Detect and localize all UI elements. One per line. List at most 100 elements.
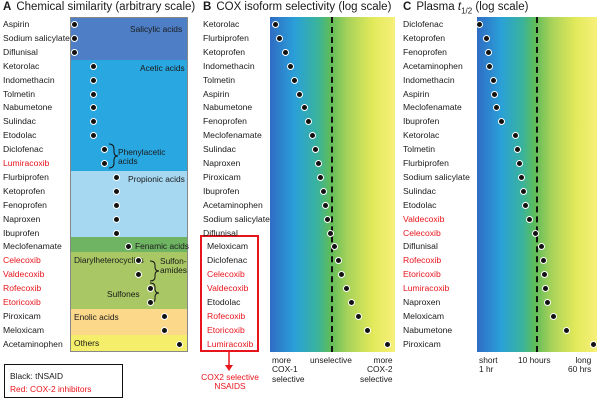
panel-c-drug-label: Nabumetone [403,324,453,335]
panel-b-drug-label: Fenoprofen [203,116,247,127]
panel-a-drug-label: Valdecoxib [3,269,45,280]
panel-b-drug-label: Naproxen [203,158,241,168]
panel-c-drug-label: Diflunisal [403,241,438,252]
panel-b-drug-label: Etoricoxib [207,324,245,335]
panel-b-data-point [305,118,313,126]
panel-b-drug-label: Meclofenamate [203,130,262,141]
panel-a-drug-label: Diflunisal [3,46,38,57]
panel-c-data-point [537,243,545,251]
panel-a-drug-label: Fenoprofen [3,199,47,210]
panel-a-drug-label: Ketorolac [3,60,40,71]
panel-b-unselective-line [331,17,333,352]
panel-b-drug-label: Flurbiprofen [203,32,249,43]
panel-a-data-point [134,271,142,279]
panel-c-10-hours-line [536,17,538,352]
panel-c-drug-label: Meclofenamate [403,102,462,113]
panel-c-data-point [550,312,558,320]
panel-c-title: C Plasma t1/2 (log scale) [403,1,529,16]
panel-b-drug-label: Aspirin [203,88,230,99]
panel-c-drug-label: Ketoprofen [403,32,446,43]
panel-a-title: A Chemical similarity (arbitrary scale) [3,1,196,13]
panel-a-data-point [101,146,109,154]
panel-c-data-point [493,104,501,112]
band-salicylic [70,17,188,60]
panel-b-data-point [321,201,329,209]
panel-c-data-point [518,173,526,181]
panel-b-drug-label: Ibuprofen [203,185,240,196]
panel-b-drug-label: Rofecoxib [207,310,246,321]
panel-a-drug-label: Rofecoxib [3,283,42,294]
panel-c-data-point [512,132,520,140]
panel-a-drug-label: Diclofenac [3,144,44,155]
panel-c-data-point [562,326,570,334]
panel-b-drug-label: Etodolac [207,297,241,307]
legend-black: Black: tNSAID [10,371,64,381]
panel-b-drug-label: Sulindac [203,144,236,155]
panel-c-data-point [476,21,483,28]
panel-b-data-point [281,48,289,56]
panel-b-drug-label: Celecoxib [207,269,245,280]
panel-a-drug-label: Piroxicam [3,310,41,321]
panel-a-data-point [125,243,132,251]
panel-b-data-point [343,285,351,293]
panel-a-data-point [113,215,121,223]
panel-a-data-point [146,285,154,293]
panel-b-drug-label: Sodium salicylate [203,213,270,224]
panel-a-drug-label: Tolmetin [3,88,35,99]
panel-a-drug-label: Celecoxib [3,255,41,266]
panel-b-drug-label: Diflunisal [203,227,238,238]
panel-b-drug-label: Piroxicam [203,171,241,182]
panel-b-data-point [291,76,299,84]
panel-b-axis-left: more COX-1 selective [272,355,305,384]
panel-b-drug-label: Valdecoxib [207,283,249,294]
brace-sulfones [149,282,160,304]
panel-b-drug-label: Ketoprofen [203,46,246,57]
panel-a-drug-label: Flurbiprofen [3,171,49,182]
panel-c-drug-label: Diclofenac [403,19,444,29]
panel-c-data-point [544,299,552,306]
panel-b-axis-mid: unselective [310,355,352,365]
panel-c-data-point [531,229,539,237]
panel-a-drug-label: Meclofenamate [3,241,62,252]
panel-b-data-point [326,229,334,237]
panel-a-drug-label: Meloxicam [3,324,45,335]
panel-a-frame [70,17,188,352]
panel-c-data-point [526,215,534,223]
panel-c-drug-label: Acetaminophen [403,60,463,71]
panel-a-data-point [101,160,109,167]
band-diarylheterocyclics [70,252,188,309]
panel-a-data-point [90,104,98,112]
panel-c-drug-label: Ibuprofen [403,116,440,127]
panel-c-drug-label: Tolmetin [403,144,435,155]
panel-c-drug-label: Celecoxib [403,227,441,238]
panel-b-drug-label: Meloxicam [207,241,249,252]
panel-c-data-point [513,146,521,154]
panel-a-drug-label: Nabumetone [3,102,53,113]
panel-a-data-point [90,132,98,140]
panel-b-drug-label: Acetaminophen [203,199,263,210]
group-label-sulfonamides: Sulfon-amides [160,256,187,275]
group-label-phenylacetic: Phenylacetic acids [118,147,166,166]
panel-b-drug-label: Nabumetone [203,102,253,113]
panel-c-data-point [489,76,497,84]
panel-a-data-point [160,312,168,320]
panel-c-drug-label: Lumiracoxib [403,283,450,294]
panel-a-data-point [113,201,121,209]
panel-b-data-point [300,104,308,112]
panel-b-data-point [334,257,342,265]
panel-b-drug-label: Lumiracoxib [207,338,254,349]
panel-c-drug-label: Valdecoxib [403,213,445,224]
panel-c-data-point [542,285,550,293]
panel-a-data-point [113,187,121,195]
panel-a-drug-label: Ketoprofen [3,185,46,196]
panel-c-axis-mid: 10 hours [518,355,551,365]
panel-c-data-point [540,271,548,279]
panel-c-drug-label: Naproxen [403,297,441,307]
panel-c-data-point [539,257,547,265]
group-label-others: Others [74,338,100,348]
panel-a-data-point [160,326,168,334]
panel-b-data-point [308,132,316,140]
panel-a-data-point [113,229,121,237]
